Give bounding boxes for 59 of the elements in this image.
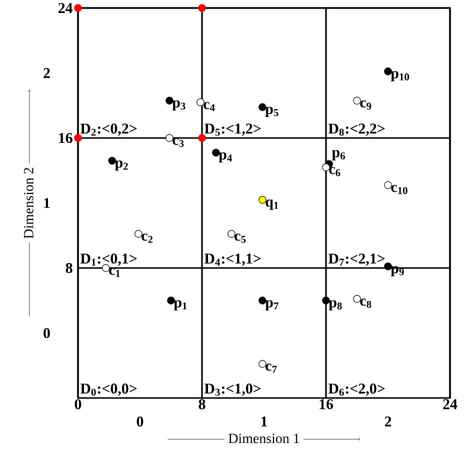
text: 1 [44, 198, 50, 208]
annotation: c$_{2}$ [142, 234, 153, 243]
annotation: c$_{5}$ [234, 234, 246, 243]
point [384, 181, 392, 190]
annotation: D$_{7}$:<2,1> [328, 254, 385, 266]
point [322, 163, 330, 172]
x-tick-label: 24 [443, 399, 458, 410]
x-tick-label: 16 [320, 399, 334, 410]
point [198, 134, 206, 142]
annotation: c$_{4}$ [204, 102, 215, 112]
annotation: D$_{5}$:<1,2> [204, 124, 261, 136]
annotation: D$_{3}$:<1,0> [204, 384, 261, 396]
y-tick-label: 16 [59, 132, 72, 144]
point [134, 230, 142, 238]
text: 2 [384, 416, 392, 426]
x-axis-title: Dimension 1 [228, 434, 300, 444]
annotation: D$_{1}$:<0,1> [80, 254, 137, 266]
text: 0 [136, 416, 144, 427]
point [196, 98, 204, 106]
annotation: q$_{1}$ [266, 199, 278, 210]
point [353, 96, 361, 105]
point [384, 262, 392, 270]
point [108, 156, 116, 165]
point [353, 294, 361, 303]
annotation: D$_{2}$:<0,2> [80, 124, 137, 136]
annotation: p$_{5}$ [265, 106, 278, 118]
y-tick-label: 8 [66, 262, 72, 274]
annotation: p$_{1}$ [174, 300, 187, 310]
y-axis-title: Dimension 2 [24, 168, 34, 238]
annotation: D$_{4}$:<1,1> [204, 254, 261, 266]
y-tick-label: 24 [58, 3, 73, 13]
point [258, 360, 266, 368]
annotation: c$_{8}$ [360, 298, 372, 308]
x-tick-label: 0 [74, 399, 82, 410]
annotation: p$_{8}$ [328, 300, 342, 310]
annotation: c$_{9}$ [360, 100, 372, 110]
annotation: p$_{10}$ [390, 71, 410, 82]
annotation: c$_{7}$ [266, 364, 277, 373]
point [74, 4, 82, 12]
text: 2 [44, 68, 50, 78]
annotation: p$_{3}$ [172, 100, 186, 111]
annotation: p$_{2}$ [114, 160, 128, 171]
point [198, 4, 206, 12]
text: 1 [261, 416, 267, 426]
annotation: D$_{6}$:<2,0> [328, 384, 385, 396]
text: 0 [44, 328, 50, 338]
x-tick-label: 8 [198, 399, 206, 410]
annotation: c$_{6}$ [329, 166, 340, 176]
annotation: p$_{7}$ [265, 300, 278, 310]
point [384, 67, 392, 76]
point [228, 230, 236, 238]
annotation: c$_{10}$ [391, 184, 408, 194]
annotation: D$_{0}$:<0,0> [80, 384, 137, 396]
annotation: p$_{6}$ [332, 150, 346, 160]
point [74, 134, 82, 142]
point [258, 196, 266, 204]
annotation: D$_{8}$:<2,2> [328, 124, 385, 136]
annotation: p$_{4}$ [218, 152, 232, 163]
point [166, 134, 174, 142]
